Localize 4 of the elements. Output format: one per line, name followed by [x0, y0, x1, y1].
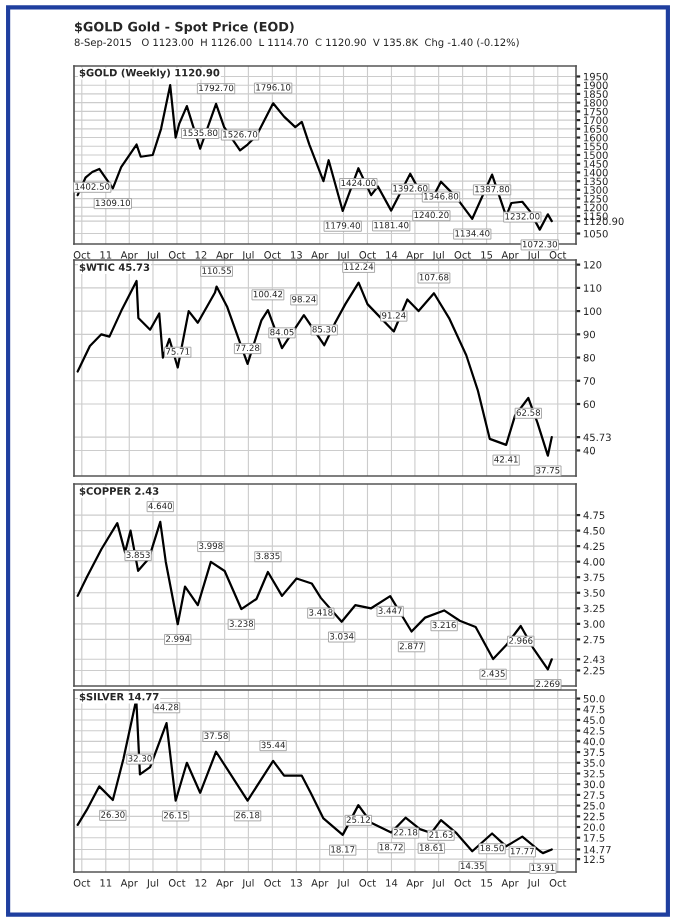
- line-series: [76, 698, 553, 855]
- line-series: [76, 520, 553, 671]
- line-series: [76, 279, 553, 457]
- line-series: [76, 84, 553, 231]
